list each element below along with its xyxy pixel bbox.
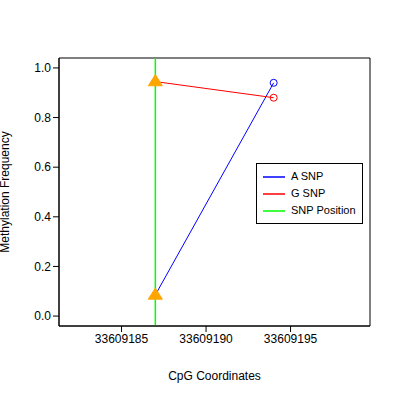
html-text:A SNP: A SNP bbox=[291, 170, 324, 182]
html-text:G SNP: G SNP bbox=[291, 187, 326, 199]
svg-text:33609195: 33609195 bbox=[264, 332, 318, 346]
svg-text:Methylation Frequency: Methylation Frequency bbox=[8, 131, 12, 252]
svg-text:33609185: 33609185 bbox=[95, 332, 149, 346]
svg-text:33609190: 33609190 bbox=[179, 332, 233, 346]
svg-text:CpG Coordinates: CpG Coordinates bbox=[168, 369, 261, 383]
svg-text:0.8: 0.8 bbox=[34, 111, 51, 125]
svg-text:0.0: 0.0 bbox=[34, 309, 51, 323]
svg-text:1.0: 1.0 bbox=[34, 61, 51, 75]
svg-text:0.6: 0.6 bbox=[34, 160, 51, 174]
svg-text:0.4: 0.4 bbox=[34, 210, 51, 224]
html-text:SNP Position: SNP Position bbox=[291, 204, 356, 216]
svg-text:0.2: 0.2 bbox=[34, 260, 51, 274]
